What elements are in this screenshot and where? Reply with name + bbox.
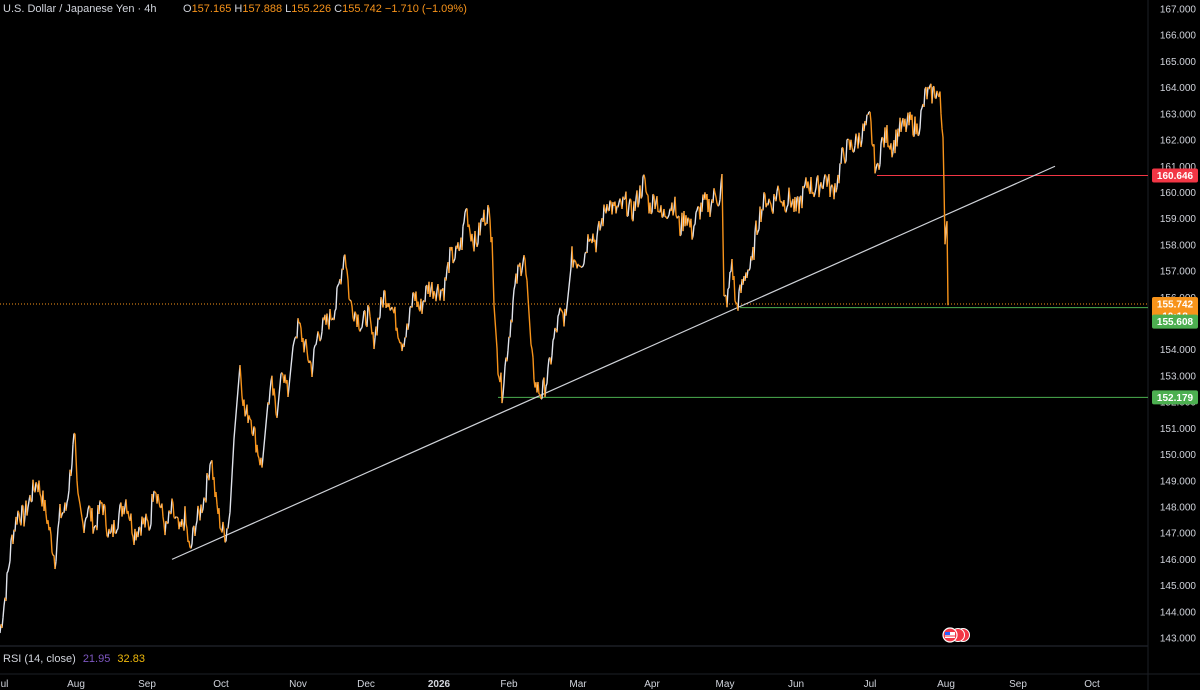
rsi-value-primary: 21.95 [82, 653, 111, 665]
x-tick-label: 2026 [428, 679, 451, 690]
x-tick-label: Aug [67, 679, 85, 690]
y-tick-label: 153.000 [1160, 371, 1197, 382]
close-value: 155.742 [342, 3, 382, 15]
y-tick-label: 158.000 [1160, 240, 1197, 251]
x-tick-label: Dec [357, 679, 375, 690]
x-tick-label: Jun [788, 679, 804, 690]
y-tick-label: 143.000 [1160, 634, 1197, 645]
y-tick-label: 148.000 [1160, 502, 1197, 513]
support-lower-tag-bg [1152, 390, 1198, 405]
current-price-tag: 155.742 [1157, 300, 1194, 311]
symbol-name[interactable]: U.S. Dollar / Japanese Yen · 4h [3, 3, 157, 15]
close-label: C [334, 3, 343, 15]
x-tick-label: Nov [289, 679, 307, 690]
price-series-down [0, 83, 949, 629]
y-tick-label: 151.000 [1160, 424, 1197, 435]
rsi-label: RSI (14, close) [3, 653, 76, 665]
support-upper-tag: 155.608 [1157, 317, 1194, 328]
price-series-up [0, 83, 948, 634]
y-tick-label: 150.000 [1160, 450, 1197, 461]
low-label: L [285, 3, 292, 15]
y-tick-label: 154.000 [1160, 345, 1197, 356]
x-tick-label: Feb [500, 679, 518, 690]
x-tick-label: Mar [569, 679, 587, 690]
open-label: O [183, 3, 192, 15]
y-tick-label: 146.000 [1160, 555, 1197, 566]
high-label: H [234, 3, 243, 15]
low-value: 155.226 [291, 3, 332, 15]
y-tick-label: 163.000 [1160, 109, 1197, 120]
us-event-flag-icon[interactable] [939, 627, 971, 643]
change-value: −1.710 (−1.09%) [384, 3, 467, 15]
y-tick-label: 164.000 [1160, 83, 1197, 94]
x-tick-label: Aug [937, 679, 955, 690]
x-tick-label: Apr [644, 679, 660, 690]
trendline[interactable] [171, 165, 1056, 560]
x-tick-label: May [716, 679, 735, 690]
open-value: 157.165 [191, 3, 232, 15]
rsi-legend[interactable]: RSI (14, close) 21.95 32.83 [3, 653, 145, 665]
resistance-price-tag: 160.646 [1157, 171, 1194, 182]
y-tick-label: 166.000 [1160, 31, 1197, 42]
symbol-header: U.S. Dollar / Japanese Yen · 4h [3, 3, 156, 15]
y-tick-label: 162.000 [1160, 136, 1197, 147]
x-tick-label: Jul [864, 679, 877, 690]
y-tick-label: 160.000 [1160, 188, 1197, 199]
y-tick-label: 149.000 [1160, 476, 1197, 487]
high-value: 157.888 [242, 3, 283, 15]
y-tick-label: 161.000 [1160, 162, 1197, 173]
x-tick-label: Sep [1009, 679, 1027, 690]
y-tick-label: 144.000 [1160, 607, 1197, 618]
x-tick-label: Oct [213, 679, 229, 690]
support-upper-tag-bg [1152, 314, 1198, 329]
support-lower-tag: 152.179 [1157, 393, 1194, 404]
y-tick-label: 165.000 [1160, 57, 1197, 68]
x-tick-label: Sep [138, 679, 156, 690]
y-tick-label: 145.000 [1160, 581, 1197, 592]
x-tick-label: Oct [1084, 679, 1100, 690]
x-tick-label: Jul [0, 679, 8, 690]
y-tick-label: 159.000 [1160, 214, 1197, 225]
y-tick-label: 157.000 [1160, 267, 1197, 278]
y-tick-label: 147.000 [1160, 529, 1197, 540]
ohlc-readout: O157.165 H157.888 L155.226 C155.742 −1.7… [183, 3, 467, 15]
y-tick-label: 167.000 [1160, 5, 1197, 16]
resistance-price-tag-bg [1152, 168, 1198, 183]
rsi-value-secondary: 32.83 [117, 653, 145, 665]
